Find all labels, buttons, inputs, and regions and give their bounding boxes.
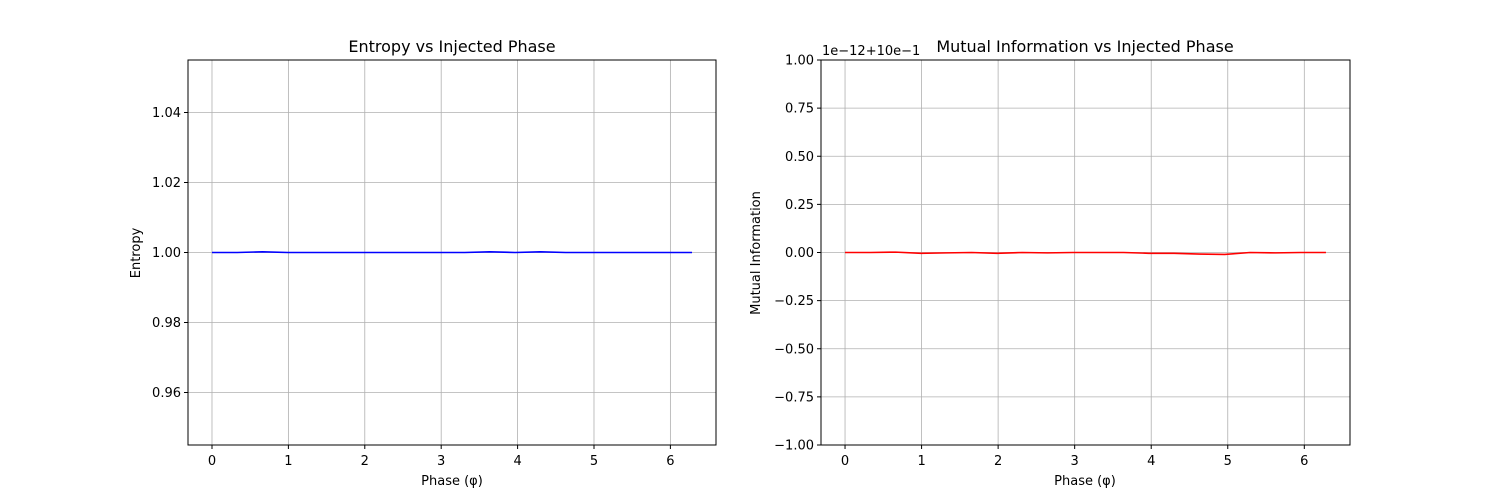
mutual-information-y-tick-label: 0.25 xyxy=(785,198,814,213)
mutual-information-offset-text: 1e−12+10e−1 xyxy=(822,44,920,59)
mutual-information-chart: Mutual Information vs Injected Phase Pha… xyxy=(749,37,1351,489)
mutual-information-x-tick-label: 2 xyxy=(994,454,1002,469)
mutual-information-plot-frame xyxy=(820,59,1351,446)
entropy-y-tick-label: 1.02 xyxy=(152,176,181,191)
entropy-y-axis-label: Entropy xyxy=(129,227,144,278)
mutual-information-x-tick-label: 1 xyxy=(917,454,925,469)
mutual-information-x-tick-label: 5 xyxy=(1224,454,1232,469)
entropy-x-tick-label: 0 xyxy=(208,454,216,469)
entropy-y-tick-label: 0.96 xyxy=(152,386,181,401)
mutual-information-y-tick-label: −1.00 xyxy=(774,439,814,454)
entropy-x-axis-label: Phase (φ) xyxy=(421,474,483,489)
entropy-y-tick-label: 1.04 xyxy=(152,106,181,121)
mutual-information-y-tick-label: 1.00 xyxy=(785,54,814,69)
entropy-series-line xyxy=(211,251,693,254)
mutual-information-x-axis-label: Phase (φ) xyxy=(1054,474,1116,489)
mutual-information-y-axis-label: Mutual Information xyxy=(749,191,764,315)
entropy-x-tick-label: 1 xyxy=(284,454,292,469)
mutual-information-x-tick-label: 6 xyxy=(1300,454,1308,469)
entropy-chart-title: Entropy vs Injected Phase xyxy=(348,37,555,56)
entropy-x-tick-label: 4 xyxy=(513,454,521,469)
mutual-information-y-tick-label: −0.25 xyxy=(774,294,814,309)
entropy-x-tick-label: 5 xyxy=(590,454,598,469)
mutual-information-y-tick-label: 0.00 xyxy=(785,246,814,261)
mutual-information-x-tick-label: 4 xyxy=(1147,454,1155,469)
entropy-y-tick-label: 1.00 xyxy=(152,246,181,261)
mutual-information-chart-title: Mutual Information vs Injected Phase xyxy=(936,37,1233,56)
mutual-information-y-tick-label: 0.50 xyxy=(785,150,814,165)
entropy-x-tick-label: 2 xyxy=(361,454,369,469)
mutual-information-y-tick-label: 0.75 xyxy=(785,102,814,117)
mutual-information-y-tick-label: −0.50 xyxy=(774,342,814,357)
entropy-y-tick-label: 0.98 xyxy=(152,316,181,331)
entropy-plot-frame xyxy=(187,59,717,446)
entropy-x-tick-label: 3 xyxy=(437,454,445,469)
mutual-information-x-tick-label: 3 xyxy=(1071,454,1079,469)
entropy-chart: Entropy vs Injected Phase Phase (φ) Entr… xyxy=(129,37,717,489)
entropy-x-tick-label: 6 xyxy=(666,454,674,469)
mutual-information-y-tick-label: −0.75 xyxy=(774,390,814,405)
mutual-information-series-line xyxy=(845,251,1326,256)
mutual-information-x-tick-label: 0 xyxy=(841,454,849,469)
